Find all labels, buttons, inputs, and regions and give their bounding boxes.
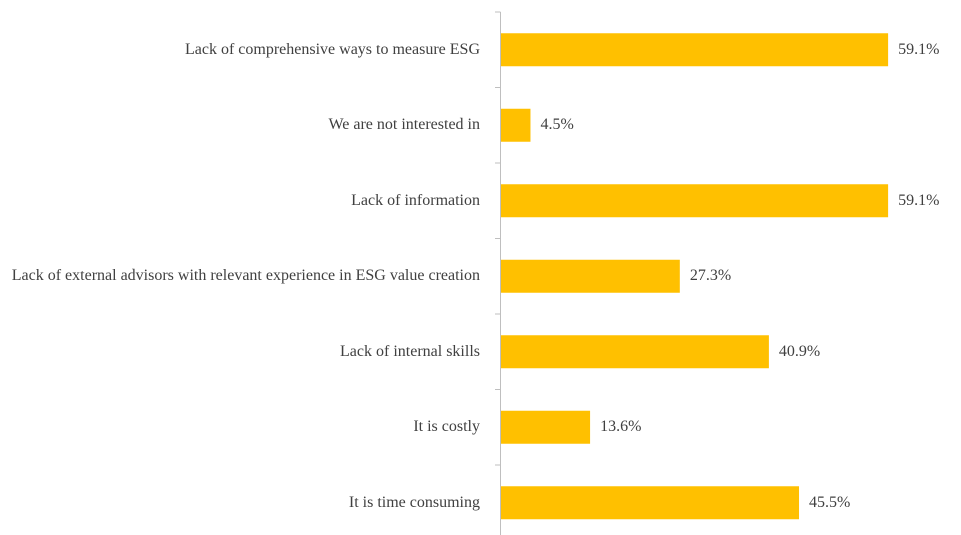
value-label-text: 59.1%	[898, 40, 940, 58]
value-label-text: 45.5%	[809, 493, 851, 511]
bar	[501, 486, 800, 520]
category-label-text: Lack of internal skills	[340, 342, 480, 360]
value-label: 40.9%	[779, 342, 820, 362]
bar	[501, 335, 769, 369]
value-label: 45.5%	[809, 493, 850, 513]
value-label-text: 13.6%	[600, 418, 642, 436]
bar	[501, 184, 889, 218]
category-label-text: It is time consuming	[348, 493, 480, 511]
value-label-text: 27.3%	[689, 267, 732, 285]
category-label: It is time consuming	[6, 465, 480, 535]
category-label-text: It is costly	[413, 418, 480, 436]
category-label: We are not interested in	[6, 88, 480, 164]
category-label: It is costly	[6, 390, 480, 466]
value-label: 13.6%	[600, 417, 641, 437]
value-label-text: 40.9%	[778, 342, 821, 360]
category-label: Lack of comprehensive ways to measure ES…	[6, 12, 480, 88]
category-label-text: We are not interested in	[328, 116, 480, 134]
category-label-text: Lack of information	[351, 191, 480, 209]
value-label-text: 59.1%	[898, 191, 940, 209]
value-label-text: 4.5%	[540, 116, 574, 134]
bar	[501, 33, 889, 67]
category-label: Lack of external advisors with relevant …	[6, 239, 480, 315]
category-label: Lack of information	[6, 163, 480, 239]
value-label: 4.5%	[540, 115, 573, 135]
value-label: 27.3%	[690, 266, 731, 286]
category-label-text: Lack of external advisors with relevant …	[11, 267, 480, 285]
value-label: 59.1%	[898, 40, 939, 60]
category-label: Lack of internal skills	[6, 314, 480, 390]
category-label-text: Lack of comprehensive ways to measure ES…	[184, 40, 480, 58]
bar	[501, 410, 591, 444]
bar	[501, 259, 680, 293]
value-label: 59.1%	[898, 191, 939, 211]
bar	[501, 108, 531, 142]
